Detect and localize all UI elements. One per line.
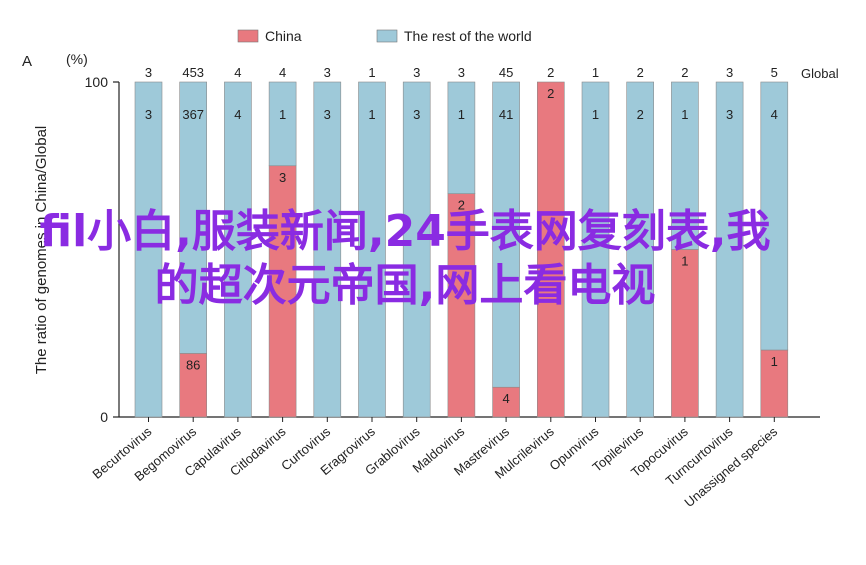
y-axis-label: The ratio of genomes in China/Global <box>33 126 50 374</box>
bar-label-rest: 1 <box>368 107 375 122</box>
bar-label-rest: 1 <box>592 107 599 122</box>
bar-label-rest: 41 <box>499 107 513 122</box>
bar-rest-of-world <box>179 81 207 354</box>
bar-label-china: 3 <box>279 170 286 185</box>
bar-label-rest: 1 <box>458 107 465 122</box>
bar-label-rest: 2 <box>637 107 644 122</box>
bar-rest-of-world <box>224 81 252 418</box>
y-axis-unit: (%) <box>66 51 88 67</box>
bar-label-china: 86 <box>186 357 200 372</box>
bar-china <box>268 165 297 418</box>
panel-label: A <box>22 53 32 70</box>
bar-label-rest: 3 <box>145 107 152 122</box>
bar-china <box>671 249 699 418</box>
bar-label-rest: 4 <box>771 107 778 122</box>
bar-label-rest: 3 <box>324 107 331 122</box>
bar-label-rest: 1 <box>279 107 286 122</box>
bar-rest-of-world <box>358 81 386 418</box>
global-count-label: 3 <box>145 65 152 80</box>
bar-label-china: 1 <box>681 254 688 269</box>
bars: 3 86 367 4 3 1 3 1 3 2 1 4 41 2 1 2 1 1 3 1 4 <box>134 81 789 418</box>
bar-rest-of-world <box>268 81 297 167</box>
bar-label-china: 1 <box>771 354 778 369</box>
global-count-label: 3 <box>413 65 420 80</box>
bar-china <box>536 81 565 418</box>
bar-label-china: 4 <box>502 391 509 406</box>
bar-label-rest: 3 <box>726 107 733 122</box>
global-count-label: 3 <box>324 65 331 80</box>
x-tick-labels: BecurtovirusBegomovirusCapulavirusCitlod… <box>89 417 781 510</box>
global-count-label: 5 <box>771 65 778 80</box>
legend: China The rest of the world <box>237 28 532 44</box>
bar-label-rest: 1 <box>681 107 688 122</box>
global-counts-title: Global <box>801 66 839 81</box>
bar-rest-of-world <box>447 81 476 194</box>
y-tick-label: 0 <box>100 409 108 425</box>
bar-rest-of-world <box>671 81 699 250</box>
global-count-label: 4 <box>279 65 286 80</box>
bar-label-rest: 367 <box>182 107 204 122</box>
bar-rest-of-world <box>760 81 789 351</box>
bar-rest-of-world <box>134 81 163 418</box>
bar-china <box>492 386 520 418</box>
global-count-label: 3 <box>726 65 733 80</box>
bar-rest-of-world <box>715 81 744 418</box>
legend-entry: The rest of the world <box>404 28 532 44</box>
global-count-label: 2 <box>681 65 688 80</box>
global-count-label: 453 <box>182 65 204 80</box>
bar-rest-of-world <box>492 81 520 388</box>
global-count-label: 3 <box>458 65 465 80</box>
legend-swatch <box>237 29 259 43</box>
legend-swatch <box>376 29 398 43</box>
bar-rest-of-world <box>402 81 431 418</box>
global-count-label: 1 <box>592 65 599 80</box>
global-count-labels: 3 453 4 4 3 1 3 3 45 2 1 2 2 3 5 <box>145 65 778 80</box>
bar-rest-of-world <box>313 81 342 418</box>
global-count-label: 4 <box>234 65 241 80</box>
bar-rest-of-world <box>626 81 655 418</box>
bar-label-rest: 3 <box>413 107 420 122</box>
bar-label-china: 2 <box>458 198 465 213</box>
bar-china <box>447 193 476 418</box>
global-count-label: 2 <box>547 65 554 80</box>
bar-rest-of-world <box>581 81 610 418</box>
global-count-label: 45 <box>499 65 513 80</box>
y-tick-label: 100 <box>85 74 109 90</box>
bar-label-china: 2 <box>547 86 554 101</box>
global-count-label: 1 <box>368 65 375 80</box>
bar-label-rest: 4 <box>234 107 241 122</box>
global-count-label: 2 <box>637 65 644 80</box>
legend-entry: China <box>265 28 302 44</box>
